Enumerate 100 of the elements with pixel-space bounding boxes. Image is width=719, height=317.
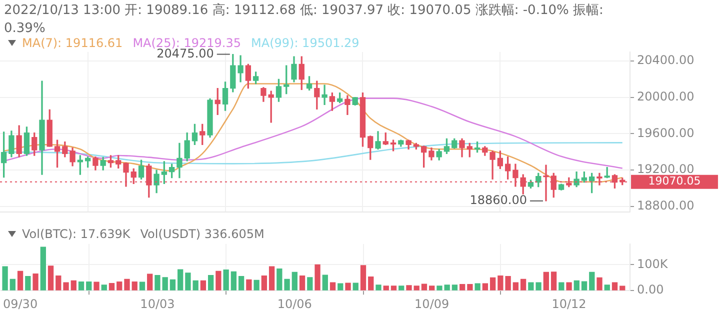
bar [25, 276, 31, 290]
bar [398, 286, 404, 290]
bar [620, 286, 626, 290]
bar [78, 281, 84, 290]
bar [352, 282, 358, 290]
y-tick-label: 0.00 [637, 282, 664, 297]
bar [170, 279, 176, 290]
bar [124, 278, 130, 290]
x-tick-label: 10/06 [277, 296, 312, 311]
bar [208, 274, 214, 290]
chart-title: 2022/10/13 13:00 开: 19089.16 高: 19112.68 低: 19037.97 收: 19070.05 涨跌幅: -0.10% 振幅: 0.39% [4, 3, 604, 36]
bar [444, 284, 450, 290]
bar [230, 271, 237, 290]
bar [414, 286, 420, 290]
bar [429, 286, 435, 290]
bar [566, 282, 572, 290]
bar [246, 279, 252, 290]
bar [154, 274, 160, 290]
annotation: 18860.00 [470, 193, 527, 208]
bar [94, 282, 100, 290]
text: Vol(BTC): 17.639K [22, 227, 130, 241]
bar [216, 270, 222, 290]
y-tick-label: 18800.00 [637, 198, 694, 212]
text: MA(7): 19116.61 [22, 36, 123, 50]
bar [70, 280, 76, 290]
bar [421, 284, 428, 290]
bar [512, 282, 519, 290]
text: MA(99): 19501.29 [251, 36, 360, 50]
x-tick-label: 10/12 [552, 296, 586, 311]
bar [581, 281, 588, 290]
bar [10, 278, 16, 290]
bar [292, 272, 298, 290]
bar [56, 276, 62, 290]
candlestick [322, 84, 328, 105]
y-tick-label: 19600.00 [637, 126, 694, 140]
bar [185, 272, 191, 290]
bar [108, 283, 115, 290]
bar [299, 276, 306, 290]
bar [116, 281, 122, 290]
bar [139, 282, 146, 290]
bar [261, 276, 268, 290]
text: MA(25): 19219.35 [132, 36, 241, 50]
bar [474, 283, 480, 290]
bar [40, 246, 46, 290]
bar [383, 286, 389, 290]
bar [467, 284, 473, 290]
bar [589, 272, 595, 290]
bar [2, 266, 8, 290]
y-tick-label: 100K [637, 256, 669, 271]
bar [276, 268, 282, 290]
bar [330, 282, 336, 290]
bar [345, 282, 351, 290]
bar [132, 281, 138, 290]
ref-line-label: 19070.05 [648, 174, 701, 188]
bar [86, 281, 92, 290]
bar [322, 274, 328, 290]
bar [550, 272, 557, 290]
bar [162, 277, 168, 290]
bar [406, 285, 412, 290]
bar [147, 274, 153, 290]
bar [32, 273, 38, 290]
bar [284, 278, 290, 290]
bar [314, 264, 320, 290]
bar [520, 278, 526, 290]
bar [178, 269, 184, 290]
text: Vol(USDT) 336.605M [140, 227, 264, 241]
bar [460, 284, 466, 290]
bar [63, 282, 69, 290]
bar [452, 284, 458, 290]
bar [192, 280, 198, 290]
bar [558, 282, 564, 290]
bar [101, 284, 107, 290]
bar [254, 280, 260, 290]
bar [360, 265, 366, 290]
bar [612, 282, 618, 290]
bar [223, 270, 229, 290]
bar [268, 266, 275, 290]
bar [574, 280, 580, 290]
bar [48, 266, 54, 290]
bar [17, 270, 24, 290]
bar [482, 283, 488, 290]
y-tick-label: 20400.00 [637, 53, 694, 68]
bar [490, 277, 496, 290]
y-tick-label: 19200.00 [637, 162, 694, 176]
bar [368, 276, 374, 290]
y-tick-label: 20000.00 [637, 90, 694, 104]
x-tick-label: 09/30 [2, 296, 38, 311]
x-tick-label: 10/03 [140, 296, 175, 311]
x-tick-label: 10/09 [414, 296, 450, 311]
bar [338, 283, 344, 290]
bar [596, 277, 602, 290]
bar [543, 272, 549, 290]
bar [604, 284, 610, 290]
bar [307, 277, 313, 290]
line-series [3, 83, 624, 182]
bar [436, 286, 442, 290]
bar [200, 280, 206, 290]
bar [376, 284, 382, 290]
bar [238, 276, 244, 290]
bar [390, 286, 397, 290]
